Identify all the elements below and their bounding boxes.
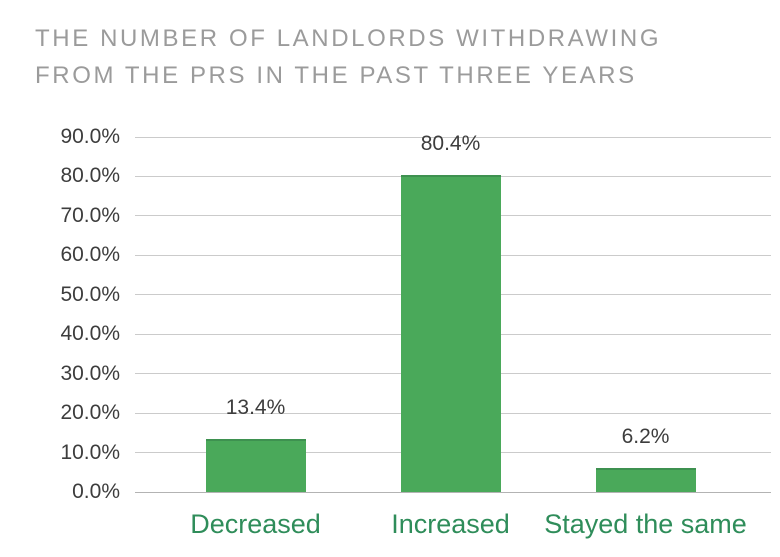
y-axis-tick-label: 40.0% [60,322,120,346]
data-label-decreased: 13.4% [225,396,286,420]
bar-decreased [205,439,306,492]
chart-title: THE NUMBER OF LANDLORDS WITHDRAWING FROM… [35,20,661,94]
y-axis-tick-label: 70.0% [60,203,120,227]
y-gridline [135,136,771,138]
chart-title-line1: THE NUMBER OF LANDLORDS WITHDRAWING [35,25,662,52]
x-axis-line [135,491,771,493]
y-axis-tick-label: 20.0% [60,401,120,425]
data-label-increased: 80.4% [420,131,481,155]
y-axis-tick-label: 0.0% [72,480,120,503]
y-axis-tick-label: 10.0% [60,440,120,464]
y-axis-tick-label: 90.0% [60,125,120,148]
y-axis-tick-label: 80.0% [60,164,120,188]
category-label-increased: Increased [391,509,510,539]
category-label-stayed-the-same: Stayed the same [544,509,747,539]
bar-increased [400,174,501,492]
y-axis-tick-label: 60.0% [60,243,120,267]
data-label-stayed-the-same: 6.2% [621,424,670,448]
chart-title-line2: FROM THE PRS IN THE PAST THREE YEARS [35,62,637,89]
bar-stayed-the-same [595,467,696,492]
category-label-decreased: Decreased [190,509,321,539]
y-axis-tick-label: 50.0% [60,282,120,306]
y-axis-tick-label: 30.0% [60,361,120,385]
